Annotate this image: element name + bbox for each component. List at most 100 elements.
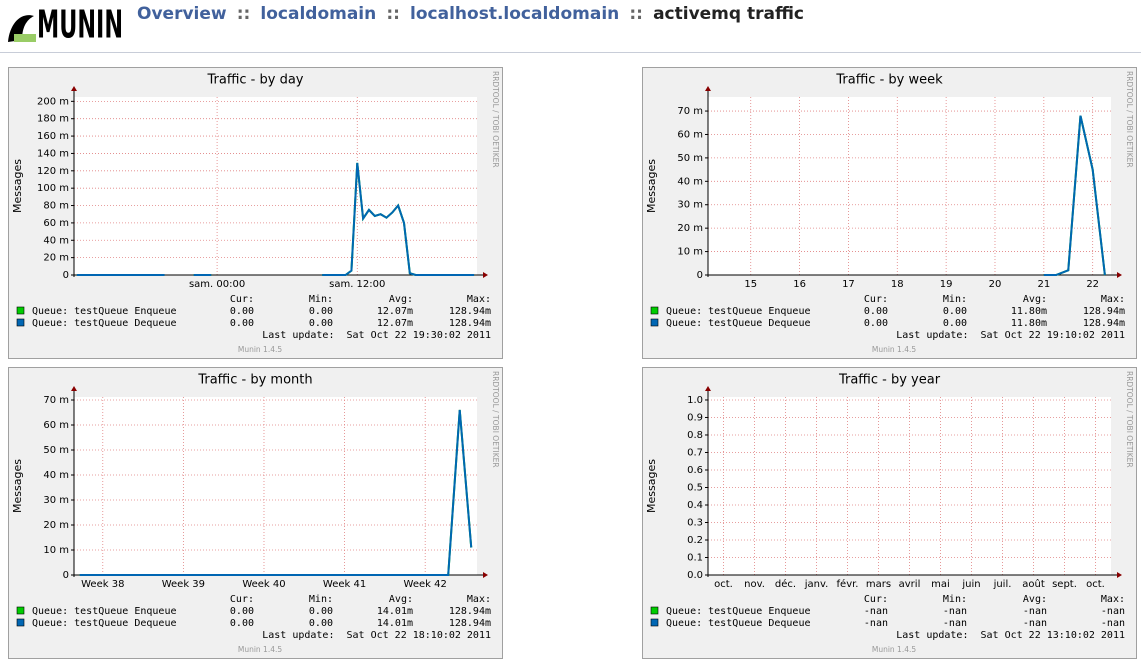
y-tick-label: 30 m — [677, 200, 703, 211]
plot-area — [74, 97, 477, 275]
legend-header: Min: — [309, 294, 333, 305]
legend-stat: 0.00 — [309, 618, 333, 629]
version: Munin 1.4.5 — [872, 345, 917, 354]
y-tick-label: 200 m — [37, 96, 69, 107]
y-tick-label: 180 m — [37, 114, 69, 125]
graph-title: Traffic - by week — [835, 73, 943, 88]
legend-header: Max: — [1101, 294, 1125, 305]
x-tick-label: août — [1022, 578, 1045, 590]
legend-stat: 0.00 — [230, 606, 254, 617]
legend-stat: 128.94m — [449, 318, 491, 329]
y-tick-label: 0 — [63, 270, 69, 281]
x-tick-label: juil. — [993, 579, 1012, 590]
x-tick-label: nov. — [744, 579, 765, 590]
legend-swatch — [650, 606, 659, 615]
legend-header: Min: — [943, 594, 967, 605]
last-update: Last update: Sat Oct 22 19:30:02 2011 — [262, 330, 491, 341]
legend-stat: 0.00 — [943, 306, 967, 317]
axis-arrow — [71, 86, 77, 91]
y-tick-label: 60 m — [43, 218, 69, 229]
legend-stat: 0.00 — [309, 306, 333, 317]
rrdtool-credit: RRDTOOL / TOBI OETIKER — [491, 71, 500, 168]
y-axis-label: Messages — [645, 459, 658, 513]
legend-stat: 0.00 — [309, 606, 333, 617]
x-tick-label: oct. — [714, 579, 733, 590]
y-tick-label: 0.1 — [687, 552, 703, 563]
series-line — [76, 162, 475, 276]
legend-stat: 0.00 — [864, 306, 888, 317]
y-tick-label: 60 m — [43, 420, 69, 431]
legend-swatch — [650, 318, 659, 327]
legend-header: Avg: — [1023, 594, 1047, 605]
last-update: Last update: Sat Oct 22 13:10:02 2011 — [896, 630, 1125, 641]
last-update: Last update: Sat Oct 22 19:10:02 2011 — [896, 330, 1125, 341]
y-tick-label: 0.5 — [687, 482, 703, 493]
y-tick-label: 0.3 — [687, 517, 703, 528]
y-tick-label: 140 m — [37, 148, 69, 159]
x-tick-label: Week 39 — [162, 579, 205, 590]
y-tick-label: 160 m — [37, 131, 69, 142]
x-tick-label: Week 42 — [404, 579, 447, 590]
last-update: Last update: Sat Oct 22 18:10:02 2011 — [262, 630, 491, 641]
series-line — [79, 409, 473, 576]
x-tick-label: mars — [866, 579, 891, 590]
logo-badge — [14, 34, 36, 42]
x-tick-label: Week 38 — [81, 579, 124, 590]
legend-header: Avg: — [389, 594, 413, 605]
x-tick-label: sam. 12:00 — [329, 279, 385, 290]
legend-header: Cur: — [230, 594, 254, 605]
crumb-separator: :: — [237, 4, 251, 24]
crumb-link[interactable]: localdomain — [260, 4, 376, 24]
x-tick-label: 22 — [1086, 279, 1099, 290]
graph-panel: Traffic - by week Messages RRDTOOL / TOBI … — [642, 67, 1137, 359]
legend-stat: 128.94m — [449, 618, 491, 629]
y-tick-label: 100 m — [37, 183, 69, 194]
legend-swatch — [16, 606, 25, 615]
legend-stat: -nan — [864, 606, 888, 617]
legend-stat: -nan — [864, 618, 888, 629]
series-line — [1043, 115, 1106, 276]
legend-stat: 0.00 — [230, 618, 254, 629]
axis-arrow — [1117, 272, 1122, 278]
legend-stat: 14.01m — [377, 606, 413, 617]
legend-entry: Queue: testQueue Enqueue — [666, 306, 811, 317]
axis-arrow — [483, 272, 488, 278]
y-tick-label: 70 m — [677, 106, 703, 117]
y-axis-label: Messages — [11, 159, 24, 213]
legend-stat: 0.00 — [943, 318, 967, 329]
graph-title: Traffic - by day — [206, 73, 303, 88]
y-tick-label: 40 m — [43, 470, 69, 481]
x-tick-label: 15 — [744, 279, 757, 290]
x-tick-label: 19 — [940, 279, 953, 290]
y-tick-label: 10 m — [43, 545, 69, 556]
legend-header: Cur: — [864, 294, 888, 305]
legend-stat: 128.94m — [1083, 318, 1125, 329]
y-tick-label: 0.9 — [687, 412, 703, 423]
rrdtool-credit: RRDTOOL / TOBI OETIKER — [1125, 71, 1134, 168]
crumb-link[interactable]: localhost.localdomain — [410, 4, 619, 24]
y-tick-label: 70 m — [43, 395, 69, 406]
crumb-link[interactable]: Overview — [137, 4, 227, 24]
legend-stat: -nan — [943, 618, 967, 629]
y-tick-label: 0.0 — [687, 570, 703, 581]
y-axis-label: Messages — [645, 159, 658, 213]
axis-arrow — [705, 86, 711, 91]
graph-title: Traffic - by month — [197, 373, 312, 388]
legend-stat: 12.07m — [377, 306, 413, 317]
y-tick-label: 50 m — [43, 445, 69, 456]
x-tick-label: déc. — [775, 578, 796, 590]
legend-header: Max: — [467, 294, 491, 305]
legend-stat: -nan — [943, 606, 967, 617]
graph-panel: Traffic - by month Messages RRDTOOL / TOBI… — [8, 367, 503, 659]
legend-header: Max: — [467, 594, 491, 605]
x-tick-label: juin — [961, 579, 980, 590]
x-tick-label: 16 — [793, 279, 806, 290]
logo-text: MUNIN — [37, 3, 123, 47]
y-tick-label: 20 m — [43, 520, 69, 531]
legend-entry: Queue: testQueue Enqueue — [666, 606, 811, 617]
x-tick-label: oct. — [1086, 579, 1105, 590]
legend-header: Min: — [309, 594, 333, 605]
version: Munin 1.4.5 — [238, 345, 283, 354]
graph-title: Traffic - by year — [838, 373, 941, 388]
legend-stat: 0.00 — [309, 318, 333, 329]
